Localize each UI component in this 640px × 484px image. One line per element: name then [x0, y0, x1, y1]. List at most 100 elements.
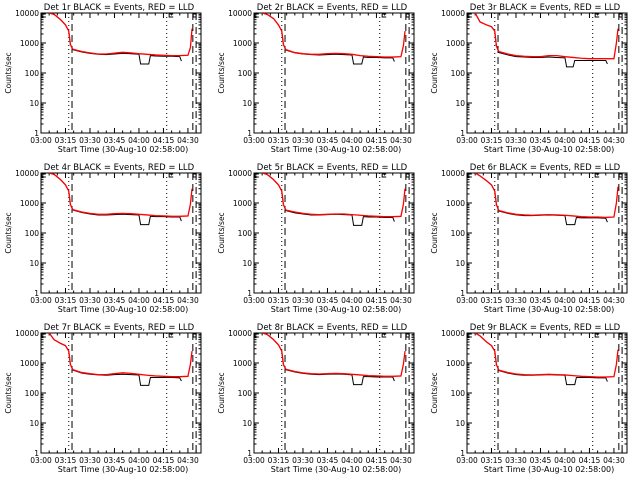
x-tick-label: 04:15 [366, 296, 388, 305]
x-tick-label: 04:00 [554, 456, 576, 465]
interval-bracket-mark [192, 173, 197, 178]
x-tick-label: 03:45 [530, 456, 552, 465]
interval-bracket-mark [594, 333, 600, 338]
x-tick-label: 04:00 [128, 456, 150, 465]
x-tick-label: 03:45 [530, 136, 552, 145]
x-axis-label: Start Time (30-Aug-10 02:58:00) [271, 465, 402, 474]
x-tick-label: 04:30 [177, 456, 199, 465]
x-tick-label: 04:00 [554, 296, 576, 305]
panel-title: Det 2r BLACK = Events, RED = LLD [257, 3, 408, 13]
x-tick-label: 03:45 [317, 296, 339, 305]
interval-bracket-mark [618, 173, 623, 178]
y-tick-label: 1 [460, 129, 465, 138]
x-tick-label: 04:15 [153, 296, 175, 305]
interval-bracket-mark [168, 173, 174, 178]
x-tick-label: 03:00 [243, 136, 265, 145]
x-tick-label: 03:15 [268, 296, 290, 305]
x-tick-label: 04:00 [341, 296, 363, 305]
x-tick-label: 04:15 [153, 456, 175, 465]
interval-bracket-mark [192, 333, 197, 338]
x-tick-label: 04:15 [579, 296, 601, 305]
interval-bracket-mark [405, 333, 410, 338]
panel-title: Det 1r BLACK = Events, RED = LLD [44, 3, 195, 13]
x-axis-label: Start Time (30-Aug-10 02:58:00) [271, 145, 402, 154]
y-axis-label: Counts/sec [217, 212, 226, 253]
series-lld-red [474, 173, 619, 219]
x-tick-label: 03:15 [481, 296, 503, 305]
x-axis-label: Start Time (30-Aug-10 02:58:00) [58, 145, 189, 154]
series-lld-red [474, 13, 619, 60]
interval-bracket-mark [467, 173, 472, 178]
series-lld-red [261, 13, 406, 58]
y-tick-label: 10000 [15, 169, 39, 178]
y-tick-label: 100 [451, 389, 466, 398]
x-tick-label: 03:15 [55, 296, 77, 305]
y-tick-label: 100 [25, 69, 40, 78]
y-tick-label: 10 [455, 419, 465, 428]
y-tick-label: 10 [242, 259, 252, 268]
y-tick-label: 10 [29, 99, 39, 108]
interval-bracket-mark [381, 13, 387, 18]
y-tick-label: 1 [460, 449, 465, 458]
x-tick-label: 04:15 [366, 136, 388, 145]
series-events-black [49, 173, 182, 226]
y-axis-label: Counts/sec [4, 372, 13, 413]
y-tick-label: 10000 [228, 329, 252, 338]
x-tick-label: 04:15 [153, 136, 175, 145]
x-tick-label: 03:00 [456, 456, 478, 465]
x-tick-label: 03:15 [268, 136, 290, 145]
x-tick-label: 03:30 [79, 296, 101, 305]
x-tick-label: 04:15 [579, 456, 601, 465]
x-tick-label: 04:00 [128, 296, 150, 305]
y-tick-label: 100 [451, 229, 466, 238]
y-axis-label: Counts/sec [430, 372, 439, 413]
interval-bracket-mark [618, 13, 623, 18]
interval-bracket-mark [168, 333, 174, 338]
x-tick-label: 03:30 [292, 456, 314, 465]
interval-bracket-mark [405, 173, 410, 178]
interval-bracket-mark [381, 173, 387, 178]
panel-title: Det 8r BLACK = Events, RED = LLD [257, 323, 408, 333]
x-tick-label: 04:15 [579, 136, 601, 145]
x-tick-label: 04:30 [603, 136, 625, 145]
x-axis-label: Start Time (30-Aug-10 02:58:00) [58, 305, 189, 314]
x-tick-label: 03:30 [292, 136, 314, 145]
series-lld-red [48, 13, 193, 57]
series-lld-red [261, 173, 406, 218]
plot-frame [40, 12, 202, 134]
x-tick-label: 03:45 [530, 296, 552, 305]
x-axis-label: Start Time (30-Aug-10 02:58:00) [484, 305, 615, 314]
x-tick-label: 03:30 [79, 456, 101, 465]
x-tick-label: 03:45 [317, 136, 339, 145]
y-tick-label: 1000 [446, 199, 465, 208]
y-tick-label: 10000 [15, 9, 39, 18]
x-tick-label: 03:30 [505, 296, 527, 305]
interval-bracket-mark [41, 173, 46, 178]
x-tick-label: 04:30 [390, 456, 412, 465]
x-tick-label: 04:30 [177, 296, 199, 305]
series-events-black [49, 13, 182, 65]
x-tick-label: 03:45 [104, 136, 126, 145]
y-tick-label: 1000 [446, 39, 465, 48]
interval-bracket-mark [405, 13, 410, 18]
y-tick-label: 100 [451, 69, 466, 78]
y-tick-label: 1000 [20, 359, 39, 368]
plot-frame [253, 172, 415, 294]
y-tick-label: 10000 [441, 9, 465, 18]
y-tick-label: 10000 [441, 329, 465, 338]
interval-bracket-mark [467, 333, 472, 338]
y-tick-label: 1 [34, 289, 39, 298]
y-tick-label: 10 [242, 419, 252, 428]
x-tick-label: 03:15 [55, 456, 77, 465]
x-tick-label: 04:30 [390, 136, 412, 145]
y-axis-label: Counts/sec [430, 52, 439, 93]
y-tick-label: 1000 [20, 199, 39, 208]
interval-bracket-mark [467, 13, 472, 18]
panel-title: Det 7r BLACK = Events, RED = LLD [44, 323, 195, 333]
